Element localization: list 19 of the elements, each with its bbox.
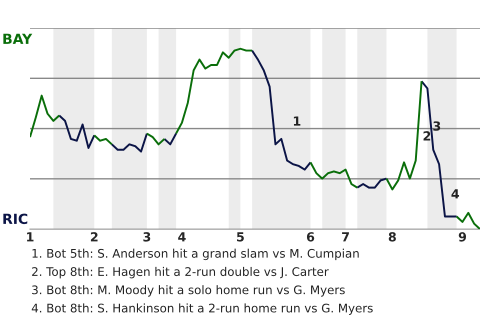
x-tick-label: 1 [27, 232, 34, 242]
text: 2. Top 8th: E. Hagen hit a 2-run double vs J. Carter [32, 266, 329, 278]
annotation: 4 [451, 189, 460, 198]
x-tick-label: 4 [178, 232, 186, 242]
text: 4. Bot 8th: S. Hankinson hit a 2-run home run vs G. Myers [32, 303, 373, 315]
x-tick-label: 7 [342, 232, 349, 242]
text: 1. Bot 5th: S. Anderson hit a grand slam vs M. Cumpian [32, 248, 359, 260]
text: RIC [3, 214, 28, 224]
text: 3. Bot 8th: M. Moody hit a solo home run vs G. Myers [32, 285, 345, 297]
text: BAY [3, 34, 32, 44]
annotation: 1 [294, 116, 300, 126]
x-tick-label: 6 [306, 232, 314, 242]
x-tick-label: 3 [143, 232, 150, 242]
x-tick-label: 5 [237, 232, 244, 242]
annotation: 2 [424, 131, 430, 140]
x-tick-label: 8 [388, 232, 396, 242]
x-tick-label: 9 [458, 232, 466, 242]
annotation: 3 [433, 121, 440, 131]
x-tick-label: 2 [90, 232, 98, 242]
